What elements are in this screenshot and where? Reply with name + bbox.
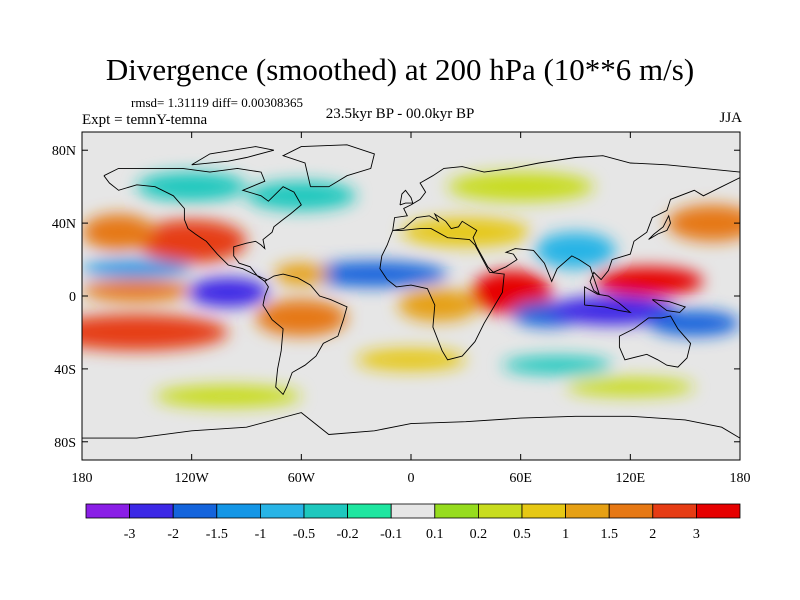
colorbar-label: -1.5 <box>206 527 228 542</box>
colorbar-label: -0.1 <box>380 527 402 542</box>
colorbar-label: -3 <box>124 527 136 542</box>
colorbar-label: 0.2 <box>470 527 488 542</box>
coastline <box>262 273 348 396</box>
colorbar-swatch <box>259 503 305 519</box>
field-anomaly <box>136 172 247 202</box>
y-tick-label: 0 <box>69 290 76 305</box>
y-tick-label: 80N <box>52 144 76 159</box>
field-anomaly <box>82 314 229 351</box>
field-anomaly <box>273 263 329 286</box>
coastline <box>652 299 687 313</box>
field-anomaly <box>593 266 704 296</box>
colorbar-label: 2 <box>649 527 656 542</box>
coastline <box>392 177 740 296</box>
period-label: 23.5kyr BP - 00.0kyr BP <box>325 106 475 122</box>
colorbar-swatch <box>390 503 436 519</box>
x-tick-label: 120E <box>616 471 646 486</box>
coastline <box>191 146 275 166</box>
colorbar-swatch <box>303 503 348 519</box>
coastline <box>82 412 740 439</box>
coastline <box>379 228 505 361</box>
season-label: JJA <box>719 110 742 126</box>
experiment-label: Expt = temnY-temna <box>82 112 208 128</box>
coastline <box>281 144 375 188</box>
field-anomaly <box>502 356 613 375</box>
y-tick-label: 80S <box>54 436 76 451</box>
field-anomaly <box>136 219 247 264</box>
coastline <box>103 167 302 282</box>
colorbar-swatch <box>696 503 741 519</box>
axis-ticks: 180 120W 60W 0 60E 120E 180 80N 40N 0 40S 80S <box>52 132 751 486</box>
field-anomaly <box>666 204 740 242</box>
x-tick-label: 120W <box>175 471 210 486</box>
x-tick-label: 180 <box>72 471 93 486</box>
figure-title: Divergence (smoothed) at 200 hPa (10**6 … <box>105 52 695 87</box>
colorbar-label: -0.5 <box>293 527 315 542</box>
x-tick-label: 60E <box>509 471 532 486</box>
y-tick-label: 40N <box>52 217 76 232</box>
colorbar-swatch <box>434 503 479 519</box>
colorbar-swatch <box>608 503 654 519</box>
colorbar-swatch <box>347 503 392 519</box>
field-anomaly <box>301 261 448 287</box>
colorbar-label: 0.5 <box>513 527 531 542</box>
coastline <box>399 189 414 206</box>
y-tick-label: 40S <box>54 363 76 378</box>
field-anomaly <box>246 181 357 211</box>
x-tick-label: 60W <box>288 471 316 486</box>
stats-label: rmsd= 1.31119 diff= 0.00308365 <box>131 95 303 110</box>
colorbar-swatch <box>216 503 261 519</box>
field-anomaly <box>82 259 192 278</box>
field-anomaly <box>155 385 302 408</box>
colorbar-label: 0.1 <box>426 527 444 542</box>
colorbar-swatch <box>565 503 610 519</box>
field-anomaly <box>82 214 156 251</box>
field-anomaly <box>401 217 530 247</box>
field-anomaly <box>447 172 594 202</box>
colorbar-swatch <box>129 503 174 519</box>
coastlines <box>82 144 740 439</box>
field-anomaly <box>255 299 348 337</box>
field-anomaly <box>548 296 677 326</box>
colorbar-label: 1.5 <box>600 527 618 542</box>
colorbar-label: 3 <box>693 527 700 542</box>
colorbar-label: -0.2 <box>337 527 359 542</box>
coastline <box>648 214 671 240</box>
coastline <box>618 315 692 368</box>
colorbar-swatch <box>172 503 218 519</box>
field-anomaly <box>566 378 695 397</box>
colorbar: -3 -2 -1.5 -1 -0.5 -0.2 -0.1 0.1 0.2 0.5 1 1.5 2 3 <box>85 503 741 542</box>
field-anomaly <box>356 348 466 371</box>
colorbar-swatch <box>477 503 523 519</box>
coastline <box>392 155 740 231</box>
field-anomaly <box>188 277 269 307</box>
colorbar-swatch <box>521 503 566 519</box>
x-tick-label: 0 <box>408 471 415 486</box>
field-anomaly <box>535 232 616 269</box>
colorbar-swatch <box>85 503 130 519</box>
x-tick-label: 180 <box>730 471 751 486</box>
divergence-field <box>82 132 740 460</box>
field-anomaly <box>398 288 479 322</box>
colorbar-label: -2 <box>167 527 179 542</box>
colorbar-label: -1 <box>255 527 267 542</box>
field-anomaly <box>82 279 192 302</box>
colorbar-swatch <box>652 503 697 519</box>
coastline <box>584 286 632 314</box>
field-anomaly <box>648 310 740 337</box>
colorbar-label: 1 <box>562 527 569 542</box>
